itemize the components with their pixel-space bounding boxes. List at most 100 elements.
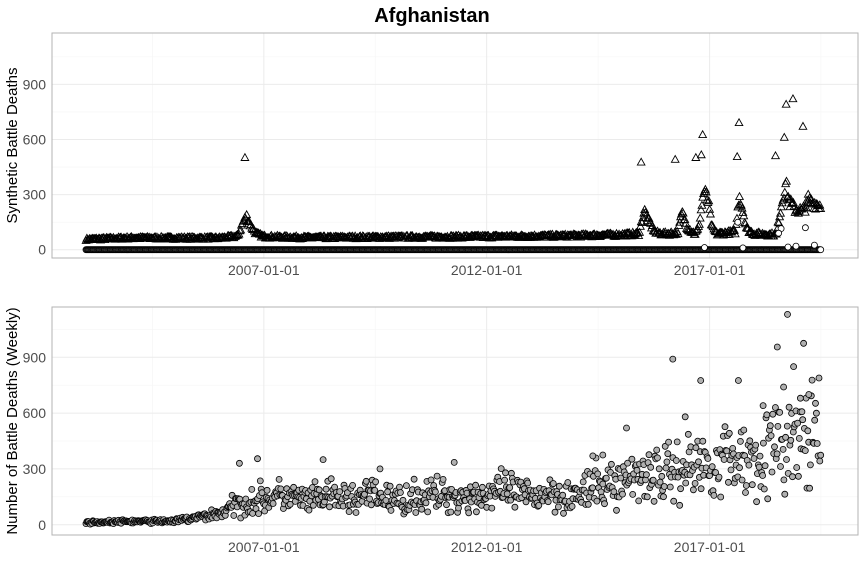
- circle-point: [396, 483, 403, 491]
- circle-point: [720, 456, 728, 463]
- circle-point: [729, 444, 737, 452]
- y-tick-label: 900: [23, 76, 47, 92]
- circle-point: [806, 484, 813, 492]
- circle-point: [422, 499, 430, 507]
- circle-point: [376, 465, 384, 473]
- triangle-point: [738, 207, 748, 216]
- triangle-point: [694, 219, 704, 228]
- circle-point: [322, 485, 330, 493]
- circle-point: [599, 480, 607, 488]
- triangle-point: [697, 200, 707, 209]
- circle-point: [502, 469, 509, 477]
- circle-point: [772, 404, 779, 411]
- circle-point: [748, 481, 756, 489]
- triangle-point: [690, 229, 700, 238]
- circle-point: [524, 479, 532, 487]
- triangle-point: [287, 233, 297, 242]
- circle-point: [315, 486, 323, 494]
- circle-point: [412, 509, 420, 516]
- circle-point: [507, 496, 515, 504]
- y-tick-label: 300: [23, 461, 47, 477]
- x-tick-label: 2012-01-01: [451, 262, 523, 278]
- circle-point: [737, 437, 744, 445]
- circle-point: [649, 476, 657, 484]
- circle-point: [807, 461, 814, 469]
- circle-point: [767, 432, 775, 440]
- circle-point: [792, 242, 800, 250]
- triangle-point: [788, 93, 798, 103]
- circle-point: [802, 224, 809, 232]
- series-marks-bottom: [82, 310, 825, 528]
- circle-point: [362, 477, 370, 485]
- circle-point: [660, 493, 667, 501]
- circle-point: [488, 504, 496, 512]
- circle-point: [608, 460, 615, 468]
- circle-point: [643, 493, 651, 501]
- triangle-point: [636, 157, 646, 166]
- circle-point: [781, 490, 789, 498]
- circle-point: [677, 485, 684, 493]
- triangle-point: [635, 227, 645, 236]
- circle-point: [535, 501, 543, 509]
- circle-point: [697, 485, 705, 493]
- triangle-point: [680, 214, 690, 223]
- circle-point: [427, 476, 435, 484]
- circle-point: [738, 476, 746, 484]
- circle-point: [800, 339, 807, 347]
- circle-point: [797, 394, 804, 402]
- circle-point: [655, 465, 663, 473]
- circle-point: [352, 509, 360, 516]
- triangle-point: [303, 231, 313, 240]
- circle-point: [447, 508, 455, 516]
- circle-point: [503, 490, 511, 498]
- tick-labels-bottom: 0 300 600 900 2007-01-01 2012-01-01 2017-01-01: [23, 349, 746, 555]
- circle-point: [766, 422, 774, 430]
- circle-point: [319, 456, 327, 464]
- triangle-point: [640, 204, 650, 213]
- triangle-point: [700, 184, 710, 193]
- circle-point: [739, 244, 747, 252]
- triangle-point: [815, 200, 825, 209]
- circle-point: [663, 458, 671, 466]
- circle-point: [497, 465, 505, 473]
- circle-point: [783, 422, 791, 430]
- triangle-point: [798, 121, 808, 130]
- circle-point: [629, 490, 637, 498]
- circle-point: [593, 497, 601, 505]
- circle-point: [660, 483, 668, 490]
- y-axis-label-weekly: Number of Battle Deaths (Weekly): [4, 307, 21, 534]
- circle-point: [795, 434, 803, 442]
- circle-point: [699, 437, 707, 445]
- circle-point: [384, 488, 392, 496]
- circle-point: [756, 452, 764, 460]
- circle-point: [551, 508, 559, 516]
- circle-point: [692, 444, 700, 452]
- triangle-point: [705, 209, 716, 218]
- triangle-point: [644, 213, 654, 222]
- triangle-point: [691, 152, 701, 161]
- triangle-point: [734, 191, 745, 200]
- circle-point: [402, 482, 410, 490]
- circle-point: [386, 482, 394, 490]
- circle-point: [465, 509, 473, 517]
- circle-point: [727, 466, 735, 474]
- circle-point: [366, 495, 374, 503]
- circle-point: [691, 479, 699, 487]
- circle-point: [715, 473, 723, 481]
- circle-point: [230, 512, 238, 519]
- triangle-point: [673, 228, 683, 238]
- panel-synthetic-battle-deaths: Synthetic Battle Deaths 0 300 600 900 2007-0…: [4, 32, 859, 278]
- triangle-point: [736, 200, 746, 209]
- y-tick-label: 600: [23, 132, 47, 148]
- circle-point: [717, 493, 725, 501]
- circle-point: [712, 469, 719, 476]
- circle-point: [367, 501, 375, 509]
- circle-point: [704, 455, 712, 462]
- triangle-point: [638, 212, 648, 222]
- circle-point: [522, 498, 530, 506]
- circle-point: [673, 438, 681, 446]
- y-tick-label: 0: [38, 242, 46, 258]
- circle-point: [780, 476, 788, 484]
- triangle-point: [775, 208, 786, 217]
- circle-point: [410, 475, 418, 483]
